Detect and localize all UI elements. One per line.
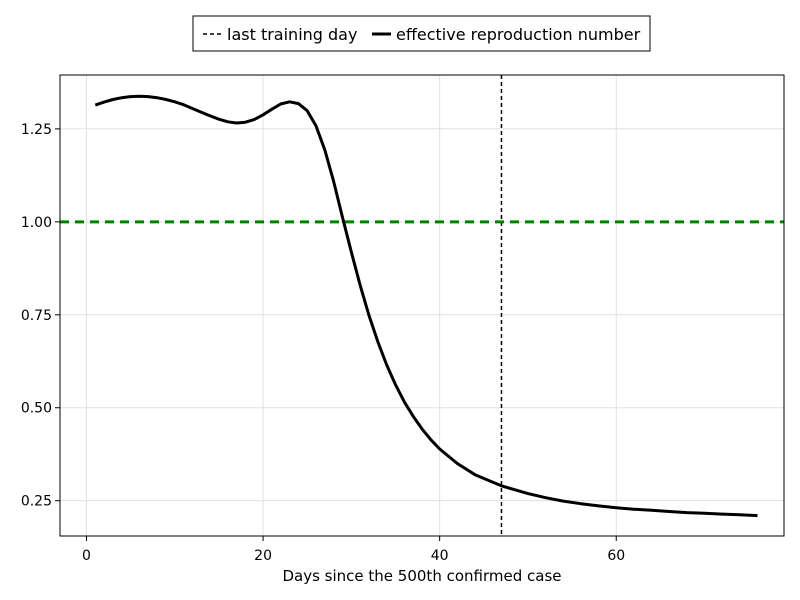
legend-label-last-training-day: last training day <box>227 25 357 44</box>
plot-frame <box>59 74 785 537</box>
legend: last training day effective reproduction… <box>192 15 651 52</box>
y-tick-label: 1.00 <box>21 215 52 231</box>
series <box>94 94 758 518</box>
reference-lines <box>60 75 784 536</box>
grid <box>60 75 784 536</box>
legend-label-effective-reproduction-number: effective reproduction number <box>396 25 641 44</box>
x-tick-label: 0 <box>82 548 91 564</box>
y-tick-label: 0.75 <box>21 308 52 324</box>
x-tick-label: 60 <box>607 548 625 564</box>
x-tick-label: 40 <box>431 548 449 564</box>
y-tick-label: 0.25 <box>21 494 52 510</box>
x-axis-ticks: 0 20 40 60 <box>82 536 625 564</box>
x-tick-label: 20 <box>254 548 272 564</box>
y-tick-label: 0.50 <box>21 401 52 417</box>
effective-reproduction-number-line <box>94 94 758 518</box>
y-tick-label: 1.25 <box>21 122 52 138</box>
legend-box <box>192 15 651 52</box>
y-axis-ticks: 0.25 0.50 0.75 1.00 1.25 <box>21 122 60 510</box>
x-axis-title: Days since the 500th confirmed case <box>282 567 561 585</box>
